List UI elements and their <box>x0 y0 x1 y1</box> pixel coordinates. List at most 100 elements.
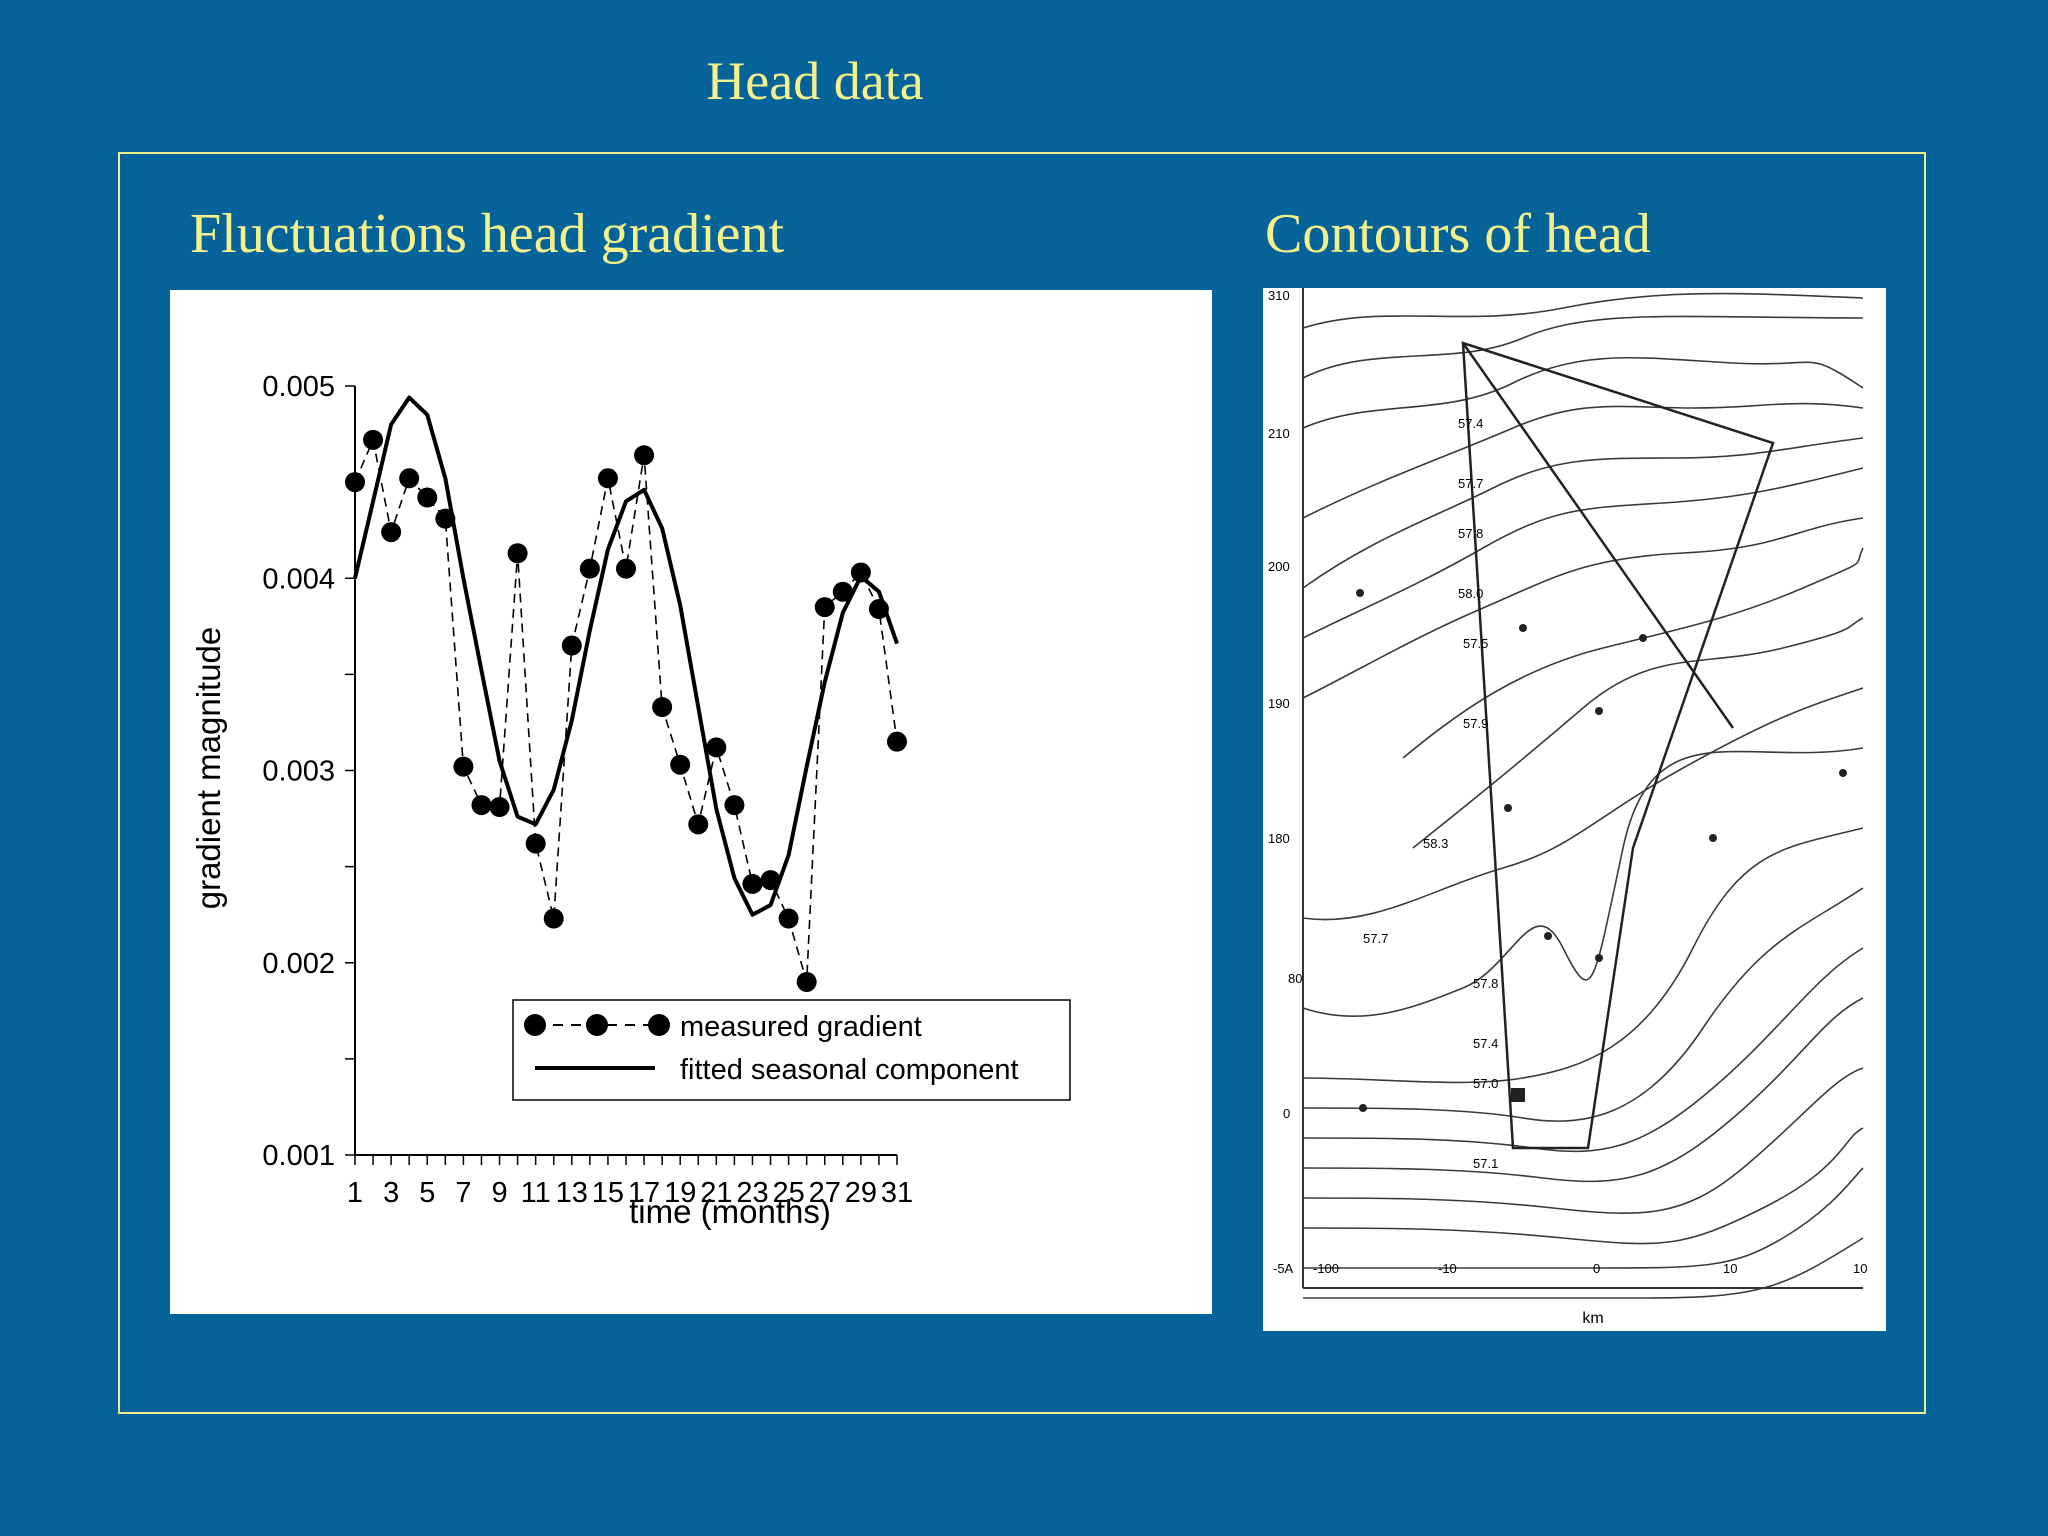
measured-gradient-point <box>652 697 673 718</box>
measured-gradient-point <box>561 635 582 656</box>
measured-gradient-point <box>670 754 691 775</box>
y-tick-label: 0.002 <box>262 948 335 980</box>
map-axis-tick-label: 180 <box>1268 831 1290 846</box>
contour-label: 57.0 <box>1473 1076 1498 1091</box>
contour-line <box>1302 827 1864 1084</box>
well-marker <box>1595 707 1603 715</box>
measured-gradient-point <box>832 581 853 602</box>
measured-gradient-point <box>525 833 546 854</box>
map-axis-tick-label: 190 <box>1268 696 1290 711</box>
measured-gradient-point <box>597 468 618 489</box>
slide-title: Head data <box>706 51 924 111</box>
measured-gradient-point <box>634 445 655 466</box>
content-frame <box>118 152 1926 1414</box>
contour-label: 57.7 <box>1458 476 1483 491</box>
measured-gradient-point <box>760 870 781 891</box>
contour-label: 58.3 <box>1423 836 1448 851</box>
measured-gradient-point <box>381 522 402 543</box>
x-tick-label: 19 <box>664 1177 696 1209</box>
legend-measured-marker <box>524 1014 546 1036</box>
x-tick-label: 1 <box>347 1177 363 1209</box>
measured-gradient-point <box>471 795 492 816</box>
x-tick-label: 13 <box>556 1177 588 1209</box>
x-ticks: 1 3 5 7 9 11 13 15 17 19 21 23 25 27 29 31 <box>347 1155 913 1209</box>
x-tick-label: 15 <box>592 1177 624 1209</box>
measured-gradient-point <box>868 599 889 620</box>
well-marker <box>1839 769 1847 777</box>
contour-line <box>1302 292 1864 329</box>
map-axis-tick-label: 200 <box>1268 559 1290 574</box>
contour-label: 58.0 <box>1458 586 1483 601</box>
contour-label: 57.1 <box>1473 1156 1498 1171</box>
x-tick-label: 27 <box>809 1177 841 1209</box>
series-measured <box>345 429 907 992</box>
contour-line <box>1302 1067 1864 1214</box>
contour-line <box>1302 356 1864 429</box>
map-axis-tick-label: 0 <box>1283 1106 1290 1121</box>
contour-label: 57.8 <box>1473 976 1498 991</box>
contour-label: 57.7 <box>1363 931 1388 946</box>
y-tick-label: 0.001 <box>262 1140 335 1172</box>
contour-line <box>1302 437 1864 589</box>
well-marker <box>1511 1088 1525 1102</box>
well-marker <box>1709 834 1717 842</box>
measured-gradient-point <box>742 873 763 894</box>
contour-line <box>1302 402 1864 519</box>
map-axis-tick-label: -5A <box>1273 1261 1294 1276</box>
well-marker <box>1639 634 1647 642</box>
map-axis-tick-label: -10 <box>1438 1261 1457 1276</box>
measured-gradient-point <box>887 731 907 752</box>
contour-map: 57.4 57.7 57.8 58.0 57.5 57.9 58.3 57.7 57.8 57.4… <box>1268 288 1867 1327</box>
x-tick-label: 5 <box>419 1177 435 1209</box>
x-tick-label: 29 <box>845 1177 877 1209</box>
legend-measured-label: measured gradient <box>680 1011 922 1043</box>
well-marker <box>1359 1104 1367 1112</box>
well-marker <box>1595 954 1603 962</box>
contour-line <box>1302 747 1864 1018</box>
x-tick-label: 11 <box>521 1177 551 1209</box>
map-axis-tick-label: -100 <box>1313 1261 1339 1276</box>
contour-line <box>1302 467 1864 639</box>
measured-gradient-point <box>543 908 564 929</box>
legend-measured-marker <box>586 1014 608 1036</box>
x-tick-label: 31 <box>881 1177 913 1209</box>
measured-gradient-point <box>417 487 438 508</box>
contour-line <box>1402 547 1864 759</box>
map-axis-tick-label: 10 <box>1853 1261 1867 1276</box>
well-marker <box>1544 932 1552 940</box>
map-axis-tick-label: 310 <box>1268 288 1290 303</box>
contour-label: 57.9 <box>1463 716 1488 731</box>
x-tick-label: 25 <box>772 1177 804 1209</box>
measured-gradient-point <box>435 508 456 529</box>
right-panel-title: Contours of head <box>1265 203 1651 265</box>
chart-legend: measured gradient fitted seasonal compon… <box>512 999 1071 1101</box>
contour-map-panel: 57.4 57.7 57.8 58.0 57.5 57.9 58.3 57.7 57.8 57.4… <box>1263 288 1886 1331</box>
contour-line <box>1303 1167 1864 1269</box>
contour-line <box>1302 517 1864 699</box>
well-marker <box>1356 589 1364 597</box>
x-tick-label: 17 <box>628 1177 660 1209</box>
measured-gradient-point <box>850 562 871 583</box>
contour-label: 57.5 <box>1463 636 1488 651</box>
left-panel-title: Fluctuations head gradient <box>190 203 785 265</box>
legend-box <box>512 999 1071 1101</box>
study-area-boundary <box>1461 341 1775 1150</box>
study-area-boundary <box>1461 342 1735 729</box>
well-marker <box>1504 804 1512 812</box>
series-fitted <box>353 395 899 917</box>
gradient-chart: 1 3 5 7 9 11 13 15 17 19 21 23 25 27 29 31 0.0010.0020.… <box>190 371 1071 1230</box>
measured-gradient-point <box>616 558 636 579</box>
fitted-seasonal-line <box>353 395 899 917</box>
measured-gradient-point <box>453 756 474 777</box>
measured-gradient-point <box>778 908 799 929</box>
measured-gradient-point <box>363 429 384 450</box>
measured-gradient-point <box>688 814 709 835</box>
legend-measured-marker <box>648 1014 670 1036</box>
x-tick-label: 21 <box>700 1177 732 1209</box>
contour-line <box>1303 1237 1864 1299</box>
map-axis-tick-label: 0 <box>1593 1261 1600 1276</box>
y-tick-label: 0.004 <box>262 563 335 595</box>
measured-gradient-point <box>706 737 727 758</box>
y-tick-label: 0.003 <box>262 756 335 788</box>
x-axis-label: time (months) <box>629 1193 831 1230</box>
